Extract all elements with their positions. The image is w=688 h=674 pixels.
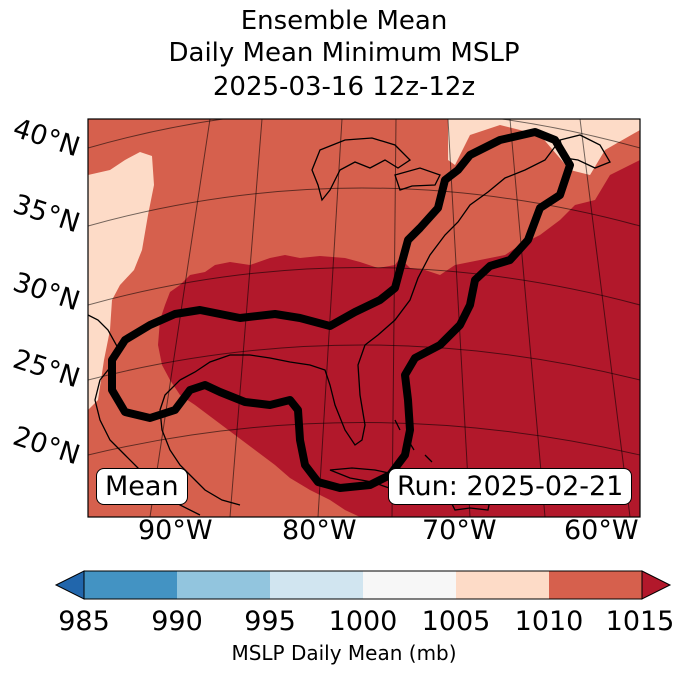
colorbar-band-1010-1015 (549, 571, 642, 599)
mslp-field-1000-1005-northeast (448, 119, 640, 175)
colorbar-extend-high (641, 570, 672, 600)
parallel-35n (88, 187, 640, 227)
mslp-field-1000-1005-west (88, 152, 154, 410)
colorbar-tick-990: 990 (151, 606, 203, 637)
colorbar-extend-low (54, 570, 85, 600)
mslp-contour (108, 128, 574, 492)
lon-label-90w: 90°W (138, 515, 213, 546)
colorbar-tick-995: 995 (244, 606, 296, 637)
colorbar-label: MSLP Daily Mean (mb) (231, 641, 457, 665)
great-lakes-coast (311, 137, 441, 202)
gulf-coast-west (159, 379, 241, 506)
colorbar-tick-1010: 1010 (514, 606, 584, 637)
parallel-40n (88, 119, 640, 149)
colorbar-frame (83, 570, 643, 600)
meridian-90w (149, 119, 211, 517)
colorbar-tick-1015: 1015 (605, 606, 675, 637)
meridian-80w (317, 119, 343, 517)
meridian-70w (447, 119, 471, 517)
colorbar-band-990-995 (177, 571, 270, 599)
lon-label-70w: 70°W (422, 515, 497, 546)
parallel-30n (88, 267, 640, 306)
meridian-75w (391, 119, 397, 517)
colorbar-band-995-1000 (270, 571, 363, 599)
us-east-coast (179, 139, 561, 446)
lon-label-60w: 60°W (564, 515, 639, 546)
meridian-65w (509, 119, 546, 517)
colorbar-tick-985: 985 (58, 606, 110, 637)
colorbar-band-985-990 (84, 571, 177, 599)
parallel-20n (88, 422, 640, 456)
meridian-60w (579, 119, 631, 517)
colorbar-tick-1000: 1000 (328, 606, 398, 637)
parallel-25n (88, 344, 640, 381)
lon-label-80w: 80°W (282, 515, 357, 546)
colorbar-tick-1005: 1005 (421, 606, 491, 637)
title-line-1: Ensemble Mean (240, 6, 448, 36)
map-frame (87, 118, 641, 518)
colorbar-band-1000-1005 (363, 571, 456, 599)
run-date-box: Run: 2025-02-21 (388, 468, 633, 505)
title-line-3: 2025-03-16 12z-12z (212, 72, 476, 102)
colorbar (54, 570, 672, 600)
mean-label-box: Mean (96, 468, 188, 505)
colorbar-band-1005-1010 (456, 571, 549, 599)
title-line-2: Daily Mean Minimum MSLP (168, 38, 520, 68)
